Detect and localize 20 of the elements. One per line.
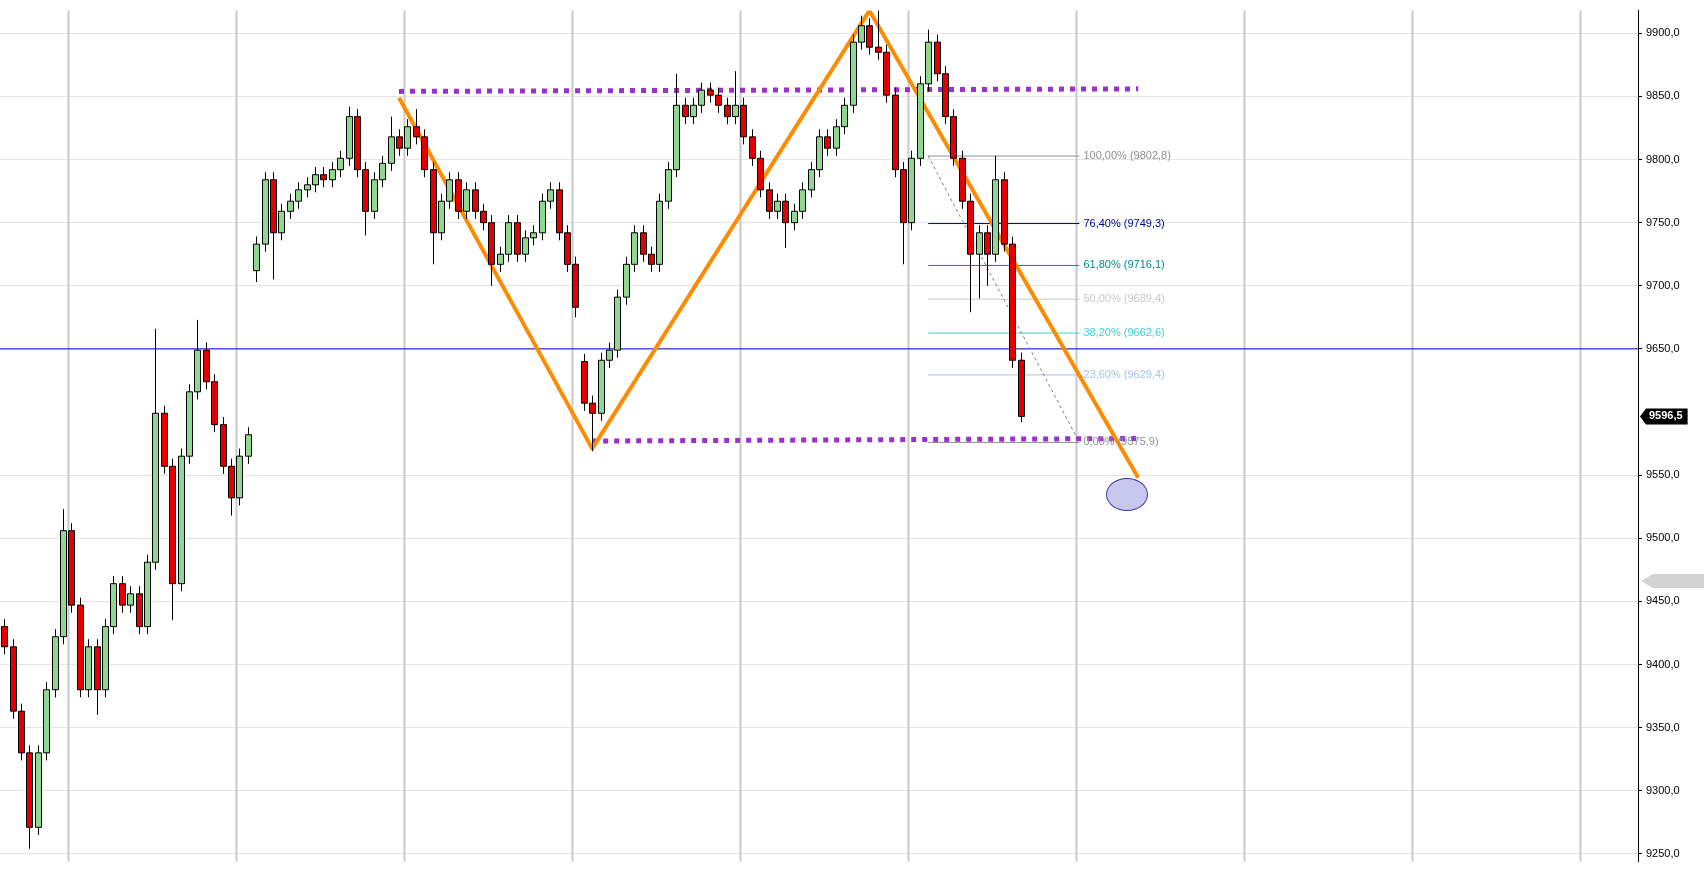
- y-tick-label: 9750,0: [1646, 215, 1680, 228]
- y-tick-label: 9550,0: [1646, 468, 1680, 481]
- y-tick-label: 9350,0: [1646, 720, 1680, 733]
- y-tick-label: 9300,0: [1646, 783, 1680, 796]
- y-tick-label: 9450,0: [1646, 594, 1680, 607]
- y-tick-label: 9800,0: [1646, 152, 1680, 165]
- y-tick-label: 9900,0: [1646, 26, 1680, 39]
- series-label: 76,40% (9749,3): [1083, 216, 1165, 229]
- series-label: 100,00% (9802,8): [1083, 149, 1171, 162]
- y-tick-label: 9700,0: [1646, 278, 1680, 291]
- series-label: 61,80% (9716,1): [1083, 258, 1165, 271]
- series-label: 38,20% (9662,6): [1083, 326, 1165, 339]
- series-label: 23,60% (9629,4): [1083, 367, 1165, 380]
- y-tick-label: 9850,0: [1646, 89, 1680, 102]
- y-tick-label: 9400,0: [1646, 657, 1680, 670]
- y-tick-label: 9500,0: [1646, 531, 1680, 544]
- text: 9596,5: [1649, 409, 1683, 422]
- y-tick-label: 9250,0: [1646, 846, 1680, 859]
- candlestick: [245, 426, 252, 465]
- y-tick-label: 9650,0: [1646, 341, 1680, 354]
